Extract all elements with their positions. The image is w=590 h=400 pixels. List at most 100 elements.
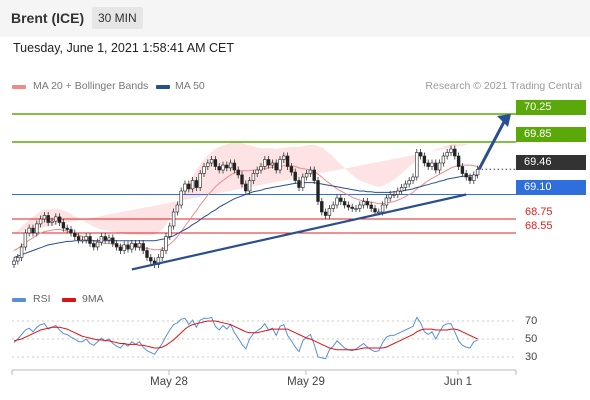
candle [358,201,362,212]
candle [460,163,465,177]
rsi-legend-swatch [12,298,26,302]
ma20-legend-swatch [12,85,26,89]
candle-body [164,236,168,251]
candle [152,257,157,268]
candle [373,205,377,216]
candle-body [282,155,286,160]
candle-body [464,173,468,178]
candle-body [168,225,172,237]
candle-body [437,162,442,171]
candle [361,198,366,209]
candle-body [384,197,389,206]
candle [426,159,430,170]
candle-body [99,236,104,243]
candle [304,170,309,181]
candle [320,198,324,216]
candle-body [346,204,351,208]
candle-body [73,232,77,237]
candle-body [137,243,142,248]
candle-body [175,204,180,213]
candle-body [335,197,339,206]
candle [346,201,351,211]
candle [190,177,195,193]
candle-body [103,236,107,241]
interval-badge[interactable]: 30 MIN [92,7,143,29]
candle [35,220,39,237]
candle-body [308,169,313,174]
candle-body [126,244,130,250]
candle-body [327,208,332,216]
candle-body [418,152,423,157]
candle-body [236,169,240,176]
candle-body [133,243,138,248]
candle-body [373,208,377,213]
candle-body [263,159,267,167]
candle [57,213,62,226]
support-trendline [131,193,467,271]
candle [183,180,187,195]
candle-body [468,176,472,181]
candle [42,212,47,223]
candle [327,205,332,219]
candle-body [422,155,427,164]
candle-body [202,166,206,174]
candle [232,159,237,174]
x-label-may-28: May 28 [150,376,188,388]
candle-body [441,155,446,164]
candle [213,156,218,170]
candle-body [472,174,476,181]
candle-body [304,173,309,178]
candle-body [187,183,191,190]
candle [16,254,20,265]
rsi-line [13,316,478,360]
candles-layer [12,145,480,268]
candle [312,166,316,184]
candle-body [221,164,225,171]
candle [308,166,313,177]
candle [259,163,263,174]
candle [209,156,214,167]
candle [468,173,472,184]
candle-body [289,166,294,173]
level-label-68-55: 68.55 [525,220,553,232]
candle [434,159,438,174]
level-tag-69-10: 69.10 [516,180,586,195]
candle [133,240,138,251]
candle [316,177,320,205]
candle [194,177,199,191]
candle-body [16,257,20,262]
candle-body [19,246,24,258]
candle [285,152,290,170]
rsi-tick-30: 30 [525,351,538,363]
candle-body [403,183,408,188]
ma20-legend-label: MA 20 + Bollinger Bands [33,80,149,92]
candle [441,152,446,167]
bollinger-band [14,142,470,236]
candle-body [122,244,126,251]
candle-body [399,187,404,192]
candle [430,159,434,170]
candle-body [259,166,263,171]
candle [225,161,229,172]
candle [472,171,476,184]
timestamp: Tuesday, June 1, 2021 1:58:41 AM CET [13,41,234,55]
candle [331,201,335,212]
candle [76,233,81,244]
candle-body [42,215,47,220]
candle-body [35,223,39,234]
candle-body [301,176,305,188]
candle [50,217,54,226]
candle-body [396,190,400,195]
candle [156,254,161,268]
candle [175,201,180,216]
candle [255,166,259,177]
candle [80,236,85,244]
candle-body [130,243,134,250]
candle-body [361,201,366,206]
candle-body [240,174,244,185]
candle [251,170,256,184]
candle-body [149,257,153,262]
candle-body [107,237,111,241]
candle [301,173,305,191]
candle [38,215,43,228]
